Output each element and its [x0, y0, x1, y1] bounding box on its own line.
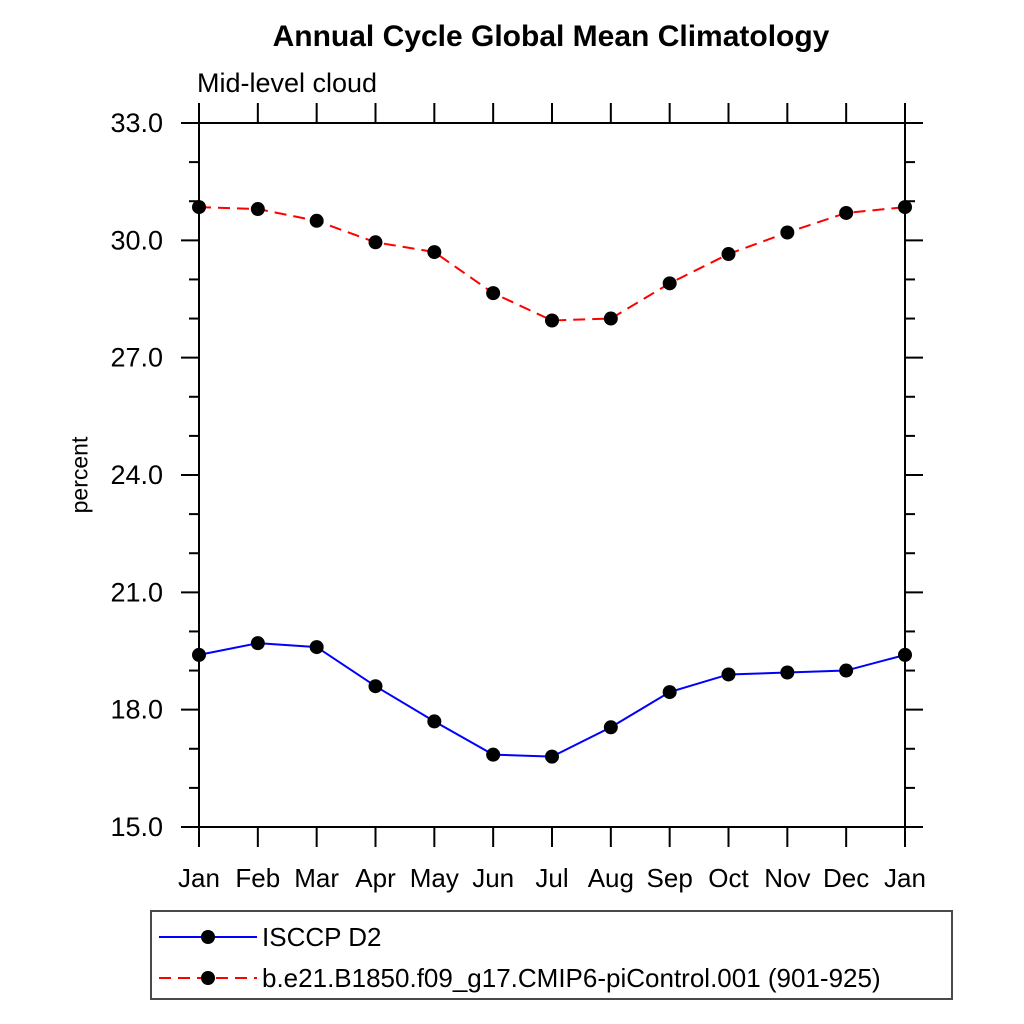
x-tick-label: Jan — [178, 863, 220, 893]
data-point-marker — [486, 286, 501, 301]
y-tick-label: 21.0 — [110, 577, 163, 607]
data-point-marker — [662, 276, 677, 291]
data-point-marker — [250, 636, 265, 651]
x-tick-label: Apr — [355, 863, 396, 893]
data-point-marker — [427, 245, 442, 260]
data-point-marker — [721, 247, 736, 262]
legend-entry: ISCCP D2 — [158, 921, 382, 952]
x-tick-label: Nov — [764, 863, 810, 893]
legend-line-sample — [159, 971, 257, 985]
x-tick-label: Jun — [472, 863, 514, 893]
legend-box: ISCCP D2 b.e21.B1850.f09_g17.CMIP6-piCont… — [150, 910, 953, 1000]
data-point-marker — [839, 663, 854, 678]
x-tick-label: May — [410, 863, 459, 893]
x-tick-label: Sep — [647, 863, 693, 893]
data-point-marker — [309, 213, 324, 228]
x-tick-label: Mar — [294, 863, 339, 893]
y-tick-label: 18.0 — [110, 695, 163, 725]
data-point-marker — [250, 202, 265, 217]
data-point-marker — [486, 747, 501, 762]
x-tick-label: Jan — [884, 863, 926, 893]
x-tick-label: Dec — [823, 863, 869, 893]
data-point-marker — [545, 749, 559, 764]
data-point-marker — [309, 640, 324, 655]
x-tick-label: Jul — [535, 863, 568, 893]
data-point-marker — [780, 225, 795, 240]
data-point-marker — [427, 714, 442, 729]
data-point-marker — [898, 200, 912, 215]
data-point-marker — [192, 200, 206, 215]
series-line-1 — [198, 206, 906, 322]
legend-entry: b.e21.B1850.f09_g17.CMIP6-piControl.001 … — [158, 962, 881, 993]
data-point-marker — [545, 313, 559, 328]
chart-title: Annual Cycle Global Mean Climatology — [272, 20, 830, 53]
series-line-0 — [198, 642, 906, 758]
data-point-marker — [721, 667, 736, 682]
legend-line-sample — [159, 930, 257, 944]
data-point-marker — [192, 647, 206, 662]
data-point-marker — [898, 647, 912, 662]
y-tick-label: 27.0 — [110, 343, 163, 373]
y-tick-label: 24.0 — [110, 460, 163, 490]
legend-label: b.e21.B1850.f09_g17.CMIP6-piControl.001 … — [262, 962, 881, 993]
axes-frame — [198, 122, 906, 828]
y-tick-label: 30.0 — [110, 225, 163, 255]
data-point-marker — [839, 205, 854, 220]
chart-subtitle: Mid-level cloud — [197, 68, 378, 98]
y-tick-label: 33.0 — [110, 108, 163, 138]
data-point-marker — [368, 235, 383, 250]
x-tick-label: Oct — [708, 863, 749, 893]
y-tick-label: 15.0 — [110, 812, 163, 842]
x-tick-label: Aug — [588, 863, 634, 893]
legend-label: ISCCP D2 — [262, 921, 382, 952]
legend-marker-dot — [201, 930, 215, 944]
data-point-marker — [662, 685, 677, 700]
data-point-marker — [603, 720, 618, 735]
data-point-marker — [780, 665, 795, 680]
legend-marker-dot — [201, 971, 215, 985]
data-point-marker — [368, 679, 383, 694]
data-point-marker — [603, 311, 618, 326]
x-tick-label: Feb — [235, 863, 280, 893]
